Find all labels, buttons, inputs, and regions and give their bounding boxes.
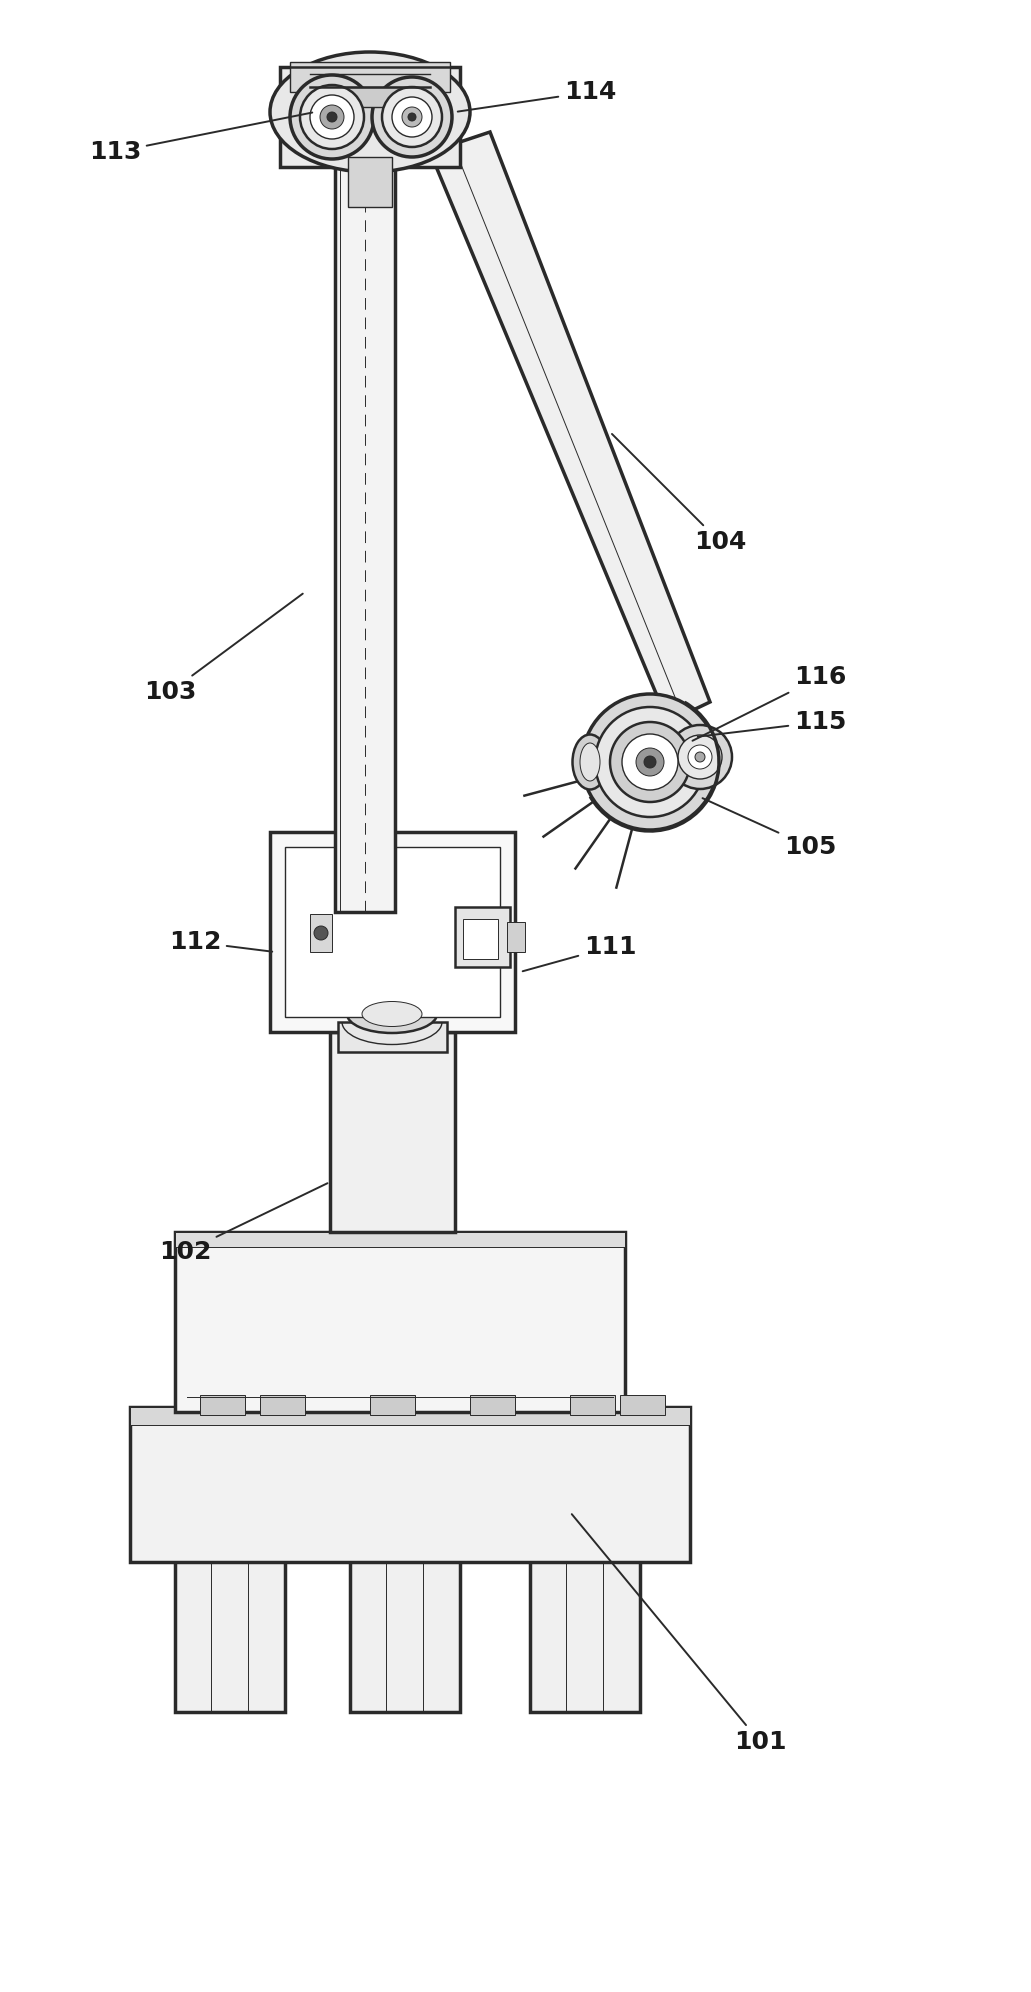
Text: 103: 103 <box>143 594 303 703</box>
Circle shape <box>668 725 732 789</box>
Bar <box>175 1231 625 1247</box>
Bar <box>620 1394 665 1414</box>
Circle shape <box>695 753 705 763</box>
Circle shape <box>636 749 664 777</box>
Bar <box>175 1231 625 1412</box>
Text: 105: 105 <box>702 799 836 859</box>
Circle shape <box>644 757 656 769</box>
Circle shape <box>688 745 712 769</box>
Polygon shape <box>280 68 460 167</box>
Bar <box>290 62 450 92</box>
Ellipse shape <box>580 743 600 781</box>
Bar <box>327 88 417 108</box>
Text: 112: 112 <box>169 930 272 954</box>
Bar <box>507 922 525 952</box>
Bar <box>463 918 498 958</box>
Text: 116: 116 <box>693 665 846 741</box>
Circle shape <box>383 88 442 147</box>
Bar <box>348 157 392 207</box>
Ellipse shape <box>347 994 437 1034</box>
Circle shape <box>610 721 690 803</box>
Text: 104: 104 <box>612 434 746 554</box>
Circle shape <box>327 112 337 122</box>
Bar <box>200 1394 245 1414</box>
Circle shape <box>678 735 722 779</box>
Circle shape <box>408 114 415 122</box>
Bar <box>285 847 500 1018</box>
Text: 115: 115 <box>698 709 846 737</box>
Circle shape <box>320 106 344 129</box>
Polygon shape <box>430 131 710 721</box>
Bar <box>330 1032 455 1231</box>
Bar <box>455 906 510 966</box>
Circle shape <box>595 707 705 817</box>
Text: 113: 113 <box>89 112 312 163</box>
Bar <box>130 1406 690 1424</box>
Text: 114: 114 <box>458 80 617 112</box>
Circle shape <box>372 78 452 157</box>
Bar <box>370 1394 415 1414</box>
Bar <box>270 833 516 1032</box>
Circle shape <box>290 76 374 159</box>
Circle shape <box>402 108 422 127</box>
Circle shape <box>310 96 354 139</box>
Text: 111: 111 <box>523 934 636 972</box>
Ellipse shape <box>362 1002 422 1026</box>
Bar <box>310 914 332 952</box>
Circle shape <box>622 733 678 791</box>
Ellipse shape <box>270 52 470 171</box>
Bar <box>130 1406 690 1562</box>
Circle shape <box>300 86 364 149</box>
Polygon shape <box>335 151 395 912</box>
Bar <box>175 1558 285 1711</box>
Bar <box>338 1022 447 1052</box>
Circle shape <box>583 693 718 831</box>
Ellipse shape <box>572 735 607 789</box>
Bar <box>570 1394 616 1414</box>
Bar <box>530 1558 640 1711</box>
Text: 101: 101 <box>572 1514 787 1755</box>
Bar <box>350 1558 460 1711</box>
Circle shape <box>314 926 328 940</box>
Bar <box>260 1394 305 1414</box>
Bar <box>470 1394 516 1414</box>
Text: 102: 102 <box>159 1183 328 1265</box>
Circle shape <box>392 98 432 137</box>
